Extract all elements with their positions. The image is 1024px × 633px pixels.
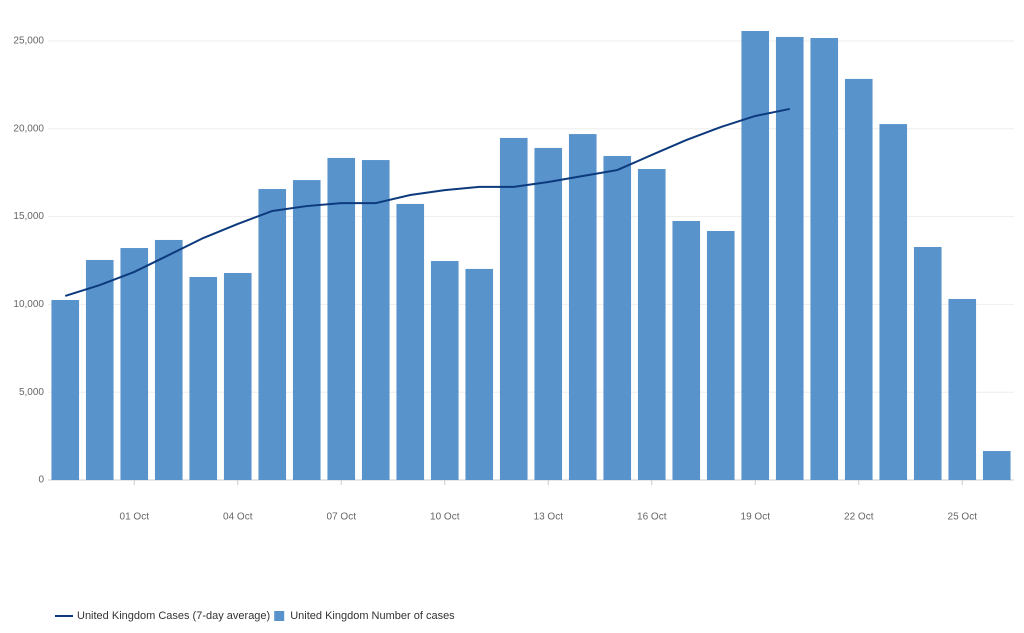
bar: [913, 246, 942, 480]
bar: [879, 124, 908, 480]
y-tick-label: 0: [38, 475, 44, 486]
bar: [85, 259, 114, 480]
bar: [465, 268, 494, 480]
x-tick-label: 25 Oct: [948, 512, 978, 523]
bar: [741, 30, 770, 480]
y-tick-label: 20,000: [13, 123, 44, 134]
bar: [120, 248, 149, 480]
y-tick-label: 10,000: [13, 299, 44, 310]
x-tick-label: 01 Oct: [120, 512, 150, 523]
bar: [948, 298, 977, 480]
bar: [775, 36, 804, 480]
bar: [603, 156, 632, 480]
bar: [706, 230, 735, 480]
bar: [637, 169, 666, 481]
bar: [154, 239, 183, 480]
bar: [568, 134, 597, 480]
bar: [534, 147, 563, 480]
legend-label: United Kingdom Number of cases: [290, 610, 455, 622]
bar: [292, 180, 321, 480]
x-tick-label: 04 Oct: [223, 512, 253, 523]
bar: [982, 451, 1011, 480]
x-tick-label: 19 Oct: [741, 512, 771, 523]
bar: [844, 78, 873, 481]
bar: [499, 137, 528, 480]
bar: [810, 38, 839, 480]
x-tick-label: 16 Oct: [637, 512, 667, 523]
legend-swatch: [274, 611, 285, 621]
y-tick-label: 15,000: [13, 211, 44, 222]
bar: [396, 203, 425, 481]
line: [64, 107, 790, 297]
x-tick-label: 07 Oct: [327, 512, 357, 523]
bar: [258, 189, 287, 480]
bar: [189, 277, 218, 480]
y-tick-label: 5,000: [19, 387, 44, 398]
bar: [51, 300, 80, 480]
bar: [327, 157, 356, 481]
x-tick-label: 10 Oct: [430, 512, 460, 523]
y-tick-label: 25,000: [13, 36, 44, 47]
bar: [223, 272, 252, 480]
bar: [361, 160, 390, 480]
x-tick-label: 22 Oct: [844, 512, 874, 523]
x-tick-label: 13 Oct: [534, 512, 564, 523]
bar: [430, 261, 459, 480]
legend-label: United Kingdom Cases (7-day average): [77, 610, 270, 622]
bar: [672, 220, 701, 481]
